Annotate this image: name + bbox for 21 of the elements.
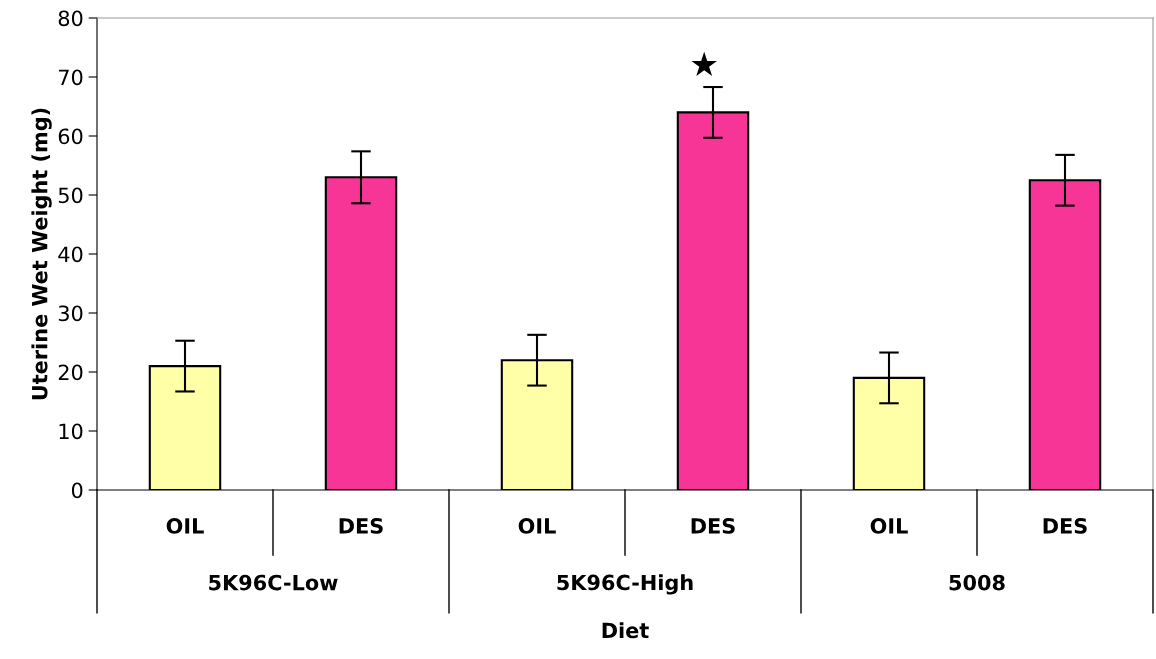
- y-tick-label: 50: [58, 187, 83, 204]
- series-label: OIL: [166, 518, 204, 534]
- text: DES: [691, 518, 735, 534]
- text: OIL: [518, 518, 556, 534]
- x-tick-label: 5K96C-Low: [209, 574, 338, 591]
- y-tick-label: 30: [58, 305, 83, 322]
- text: OIL: [870, 518, 908, 534]
- y-tick-label: 0: [71, 482, 83, 499]
- y-tick-label: 60: [58, 128, 83, 145]
- annotation: ★: [691, 51, 717, 76]
- y-tick-label: 10: [59, 423, 83, 440]
- y-tick-label: 80: [58, 10, 83, 27]
- x-tick-label: 5008: [949, 574, 1005, 591]
- text: DES: [1043, 518, 1087, 534]
- y-axis-title: Uterine Wet Weight (mg): [31, 108, 52, 400]
- x-axis-title: Diet: [602, 622, 649, 639]
- y-tick-label: 40: [58, 246, 83, 263]
- series-label: DES: [339, 518, 383, 534]
- y-tick-label: 20: [58, 364, 83, 381]
- x-tick-label: 5K96C-High: [557, 574, 693, 595]
- y-tick-label: 70: [59, 69, 83, 86]
